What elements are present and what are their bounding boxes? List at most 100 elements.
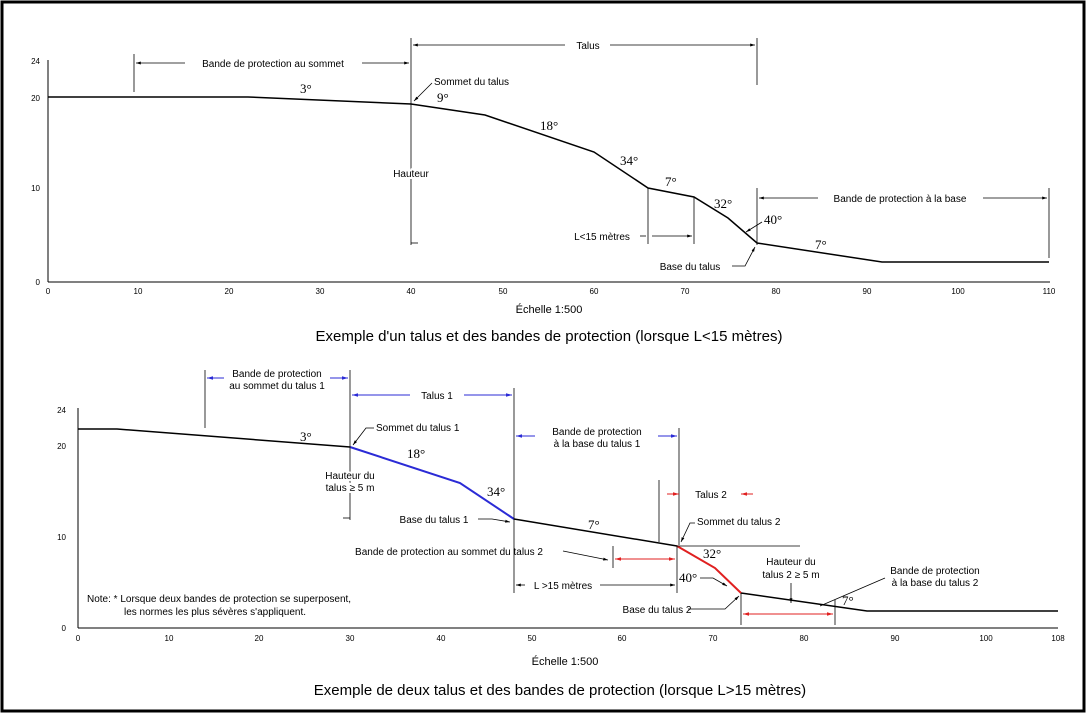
bottom-y-tick: 0 <box>62 624 67 633</box>
top-caption: Exemple d'un talus et des bandes de prot… <box>316 328 783 345</box>
bottom-base2-label: Base du talus 2 <box>623 605 692 616</box>
bottom-terrain-bottom <box>740 592 1058 612</box>
top-y-tick: 24 <box>31 57 40 66</box>
top-talus-label: Talus <box>576 41 599 52</box>
top-angle-label: 32° <box>714 196 732 211</box>
top-angle-label: 18° <box>540 118 558 133</box>
bottom-note-line2: les normes les plus sévères s'appliquent… <box>124 607 306 618</box>
bottom-hauteur1-label-a: Hauteur du <box>325 471 374 482</box>
top-x-tick: 110 <box>1043 287 1056 296</box>
top-y-tick: 10 <box>31 184 40 193</box>
bottom-x-tick: 10 <box>165 634 174 643</box>
top-base-leader <box>732 246 756 267</box>
bottom-talus2-label: Talus 2 <box>695 490 727 501</box>
top-x-tick: 10 <box>134 287 143 296</box>
top-x-tick: 20 <box>225 287 234 296</box>
top-sommet-label: Sommet du talus <box>434 77 509 88</box>
top-y-tick: 20 <box>31 94 40 103</box>
bottom-terrain-top <box>78 428 351 448</box>
bottom-x-ticks: 0 10 20 30 40 50 60 70 80 90 100 108 <box>76 634 1065 643</box>
bottom-band-base2-label-a: Bande de protection <box>890 566 980 577</box>
top-diagram: 24 20 10 0 0 10 20 30 40 50 60 70 80 90 … <box>31 38 1056 345</box>
bottom-x-tick: 0 <box>76 634 81 643</box>
bottom-angle-label: 32° <box>703 546 721 561</box>
top-angle-label: 7° <box>665 174 677 189</box>
bottom-angle-label: 40° <box>679 570 697 585</box>
top-angle-40-leader <box>745 221 763 233</box>
bottom-talus2-profile <box>676 545 742 594</box>
bottom-band-top1-label-a: Bande de protection <box>232 369 322 380</box>
bottom-base2-leader <box>688 595 740 610</box>
bottom-sommet2-label: Sommet du talus 2 <box>697 517 781 528</box>
bottom-x-tick: 60 <box>618 634 627 643</box>
top-angle-label: 9° <box>437 90 449 105</box>
bottom-band-top2-label: Bande de protection au sommet du talus 2 <box>355 547 543 558</box>
bottom-terrain-middle <box>513 518 678 547</box>
bottom-caption: Exemple de deux talus et des bandes de p… <box>314 682 806 699</box>
bottom-band-base1-label-a: Bande de protection <box>552 427 642 438</box>
bottom-angles: 3° 18° 34° 7° 32° 40° 7° <box>300 429 854 608</box>
bottom-base1-leader <box>478 518 511 523</box>
top-angle-label: 40° <box>764 212 782 227</box>
top-angle-label: 3° <box>300 81 312 96</box>
top-x-tick: 0 <box>46 287 51 296</box>
bottom-sommet1-leader <box>352 427 374 446</box>
top-x-tick: 40 <box>407 287 416 296</box>
top-angles: 3° 9° 18° 34° 7° 32° 40° 7° <box>300 81 827 252</box>
bottom-x-tick: 70 <box>709 634 718 643</box>
top-band-top-label: Bande de protection au sommet <box>202 59 344 70</box>
bottom-angle-label: 3° <box>300 429 312 444</box>
bottom-band-base2-leader <box>819 577 886 607</box>
bottom-sommet2-leader <box>680 522 695 543</box>
bottom-x-tick: 100 <box>979 634 993 643</box>
top-sommet-leader <box>413 82 433 102</box>
bottom-x-tick: 30 <box>346 634 355 643</box>
bottom-band-top2-leader <box>562 550 609 561</box>
bottom-x-tick: 90 <box>891 634 900 643</box>
bottom-l15-label: L >15 mètres <box>534 581 592 592</box>
bottom-angle-label: 34° <box>487 484 505 499</box>
top-scale: Échelle 1:500 <box>516 303 583 316</box>
bottom-y-tick: 20 <box>57 442 66 451</box>
bottom-y-tick: 10 <box>57 533 66 542</box>
bottom-angle-40-leader <box>700 577 728 587</box>
bottom-y-tick: 24 <box>57 406 66 415</box>
top-base-label: Base du talus <box>660 262 721 273</box>
bottom-hauteur2-label-b: talus 2 ≥ 5 m <box>762 570 819 581</box>
bottom-x-tick: 40 <box>437 634 446 643</box>
top-x-tick: 90 <box>863 287 872 296</box>
top-x-tick: 60 <box>590 287 599 296</box>
top-angle-label: 34° <box>620 153 638 168</box>
top-band-base-label: Bande de protection à la base <box>834 194 967 205</box>
bottom-hauteur2-label-a: Hauteur du <box>766 557 815 568</box>
top-x-tick: 100 <box>951 287 965 296</box>
bottom-angle-label: 7° <box>588 517 600 532</box>
bottom-sommet1-label: Sommet du talus 1 <box>376 423 460 434</box>
bottom-band-top1-label-b: au sommet du talus 1 <box>229 381 325 392</box>
top-hauteur-label: Hauteur <box>393 169 429 180</box>
bottom-angle-label: 18° <box>407 446 425 461</box>
bottom-diagram: 24 20 10 0 0 10 20 30 40 50 60 70 80 90 … <box>57 369 1065 699</box>
bottom-note-line1: Note: * Lorsque deux bandes de protectio… <box>87 594 351 605</box>
top-x-tick: 70 <box>681 287 690 296</box>
top-angle-label: 7° <box>815 237 827 252</box>
top-y-tick: 0 <box>36 278 41 287</box>
bottom-talus1-profile <box>349 446 515 520</box>
top-x-tick: 30 <box>316 287 325 296</box>
top-l15-label: L<15 mètres <box>574 232 630 243</box>
bottom-talus1-label: Talus 1 <box>421 391 453 402</box>
bottom-band-base2-label-b: à la base du talus 2 <box>892 578 979 589</box>
bottom-x-tick: 108 <box>1051 634 1065 643</box>
bottom-x-tick: 80 <box>800 634 809 643</box>
bottom-band-base1-label-b: à la base du talus 1 <box>554 439 641 450</box>
bottom-base1-label: Base du talus 1 <box>400 515 469 526</box>
top-x-tick: 80 <box>772 287 781 296</box>
top-x-tick: 50 <box>499 287 508 296</box>
top-x-ticks: 0 10 20 30 40 50 60 70 80 90 100 110 <box>46 287 1056 296</box>
bottom-x-tick: 20 <box>255 634 264 643</box>
bottom-scale: Échelle 1:500 <box>532 655 599 668</box>
bottom-hauteur1-label-b: talus ≥ 5 m <box>326 483 375 494</box>
bottom-x-tick: 50 <box>528 634 537 643</box>
